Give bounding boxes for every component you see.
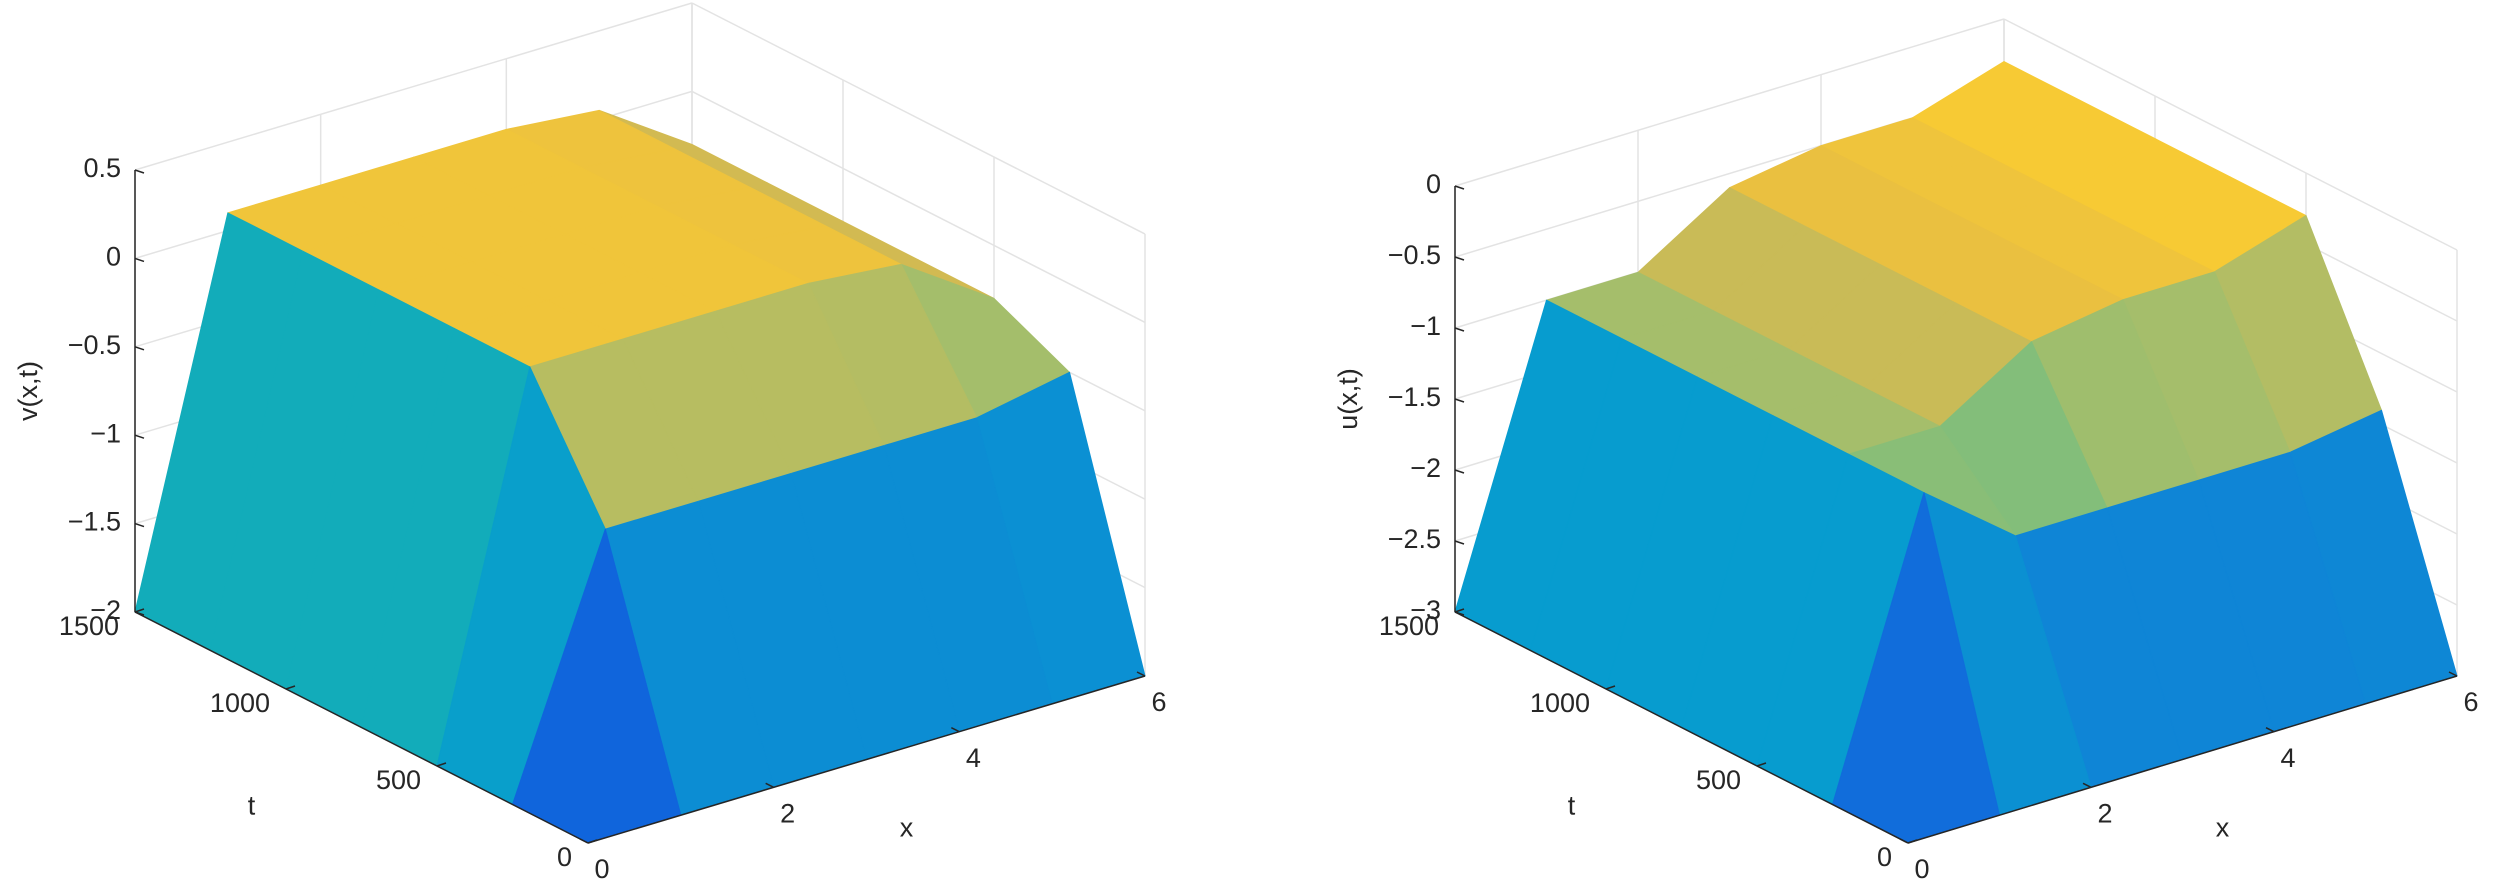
z-tick-label: 0.5 [83, 153, 121, 183]
z-tick-label: −2 [1410, 453, 1441, 483]
z-tick-label: −2.5 [1388, 524, 1441, 554]
tick-mark [285, 685, 296, 690]
tick-mark [134, 257, 145, 263]
grid-line [2003, 18, 2458, 251]
x-tick-label: 4 [966, 743, 981, 773]
y-tick-label: 1500 [1379, 611, 1439, 641]
y-tick-label: 1000 [1530, 688, 1590, 718]
x-axis-line [1907, 675, 2458, 844]
z-tick-label: −1.5 [1388, 382, 1441, 412]
tick-mark [134, 346, 145, 351]
tick-mark [2448, 671, 2458, 677]
x-tick-label: 2 [780, 798, 795, 828]
tick-mark [1756, 762, 1767, 767]
z-tick-label: 0 [106, 242, 121, 272]
x-tick-label: 2 [2097, 798, 2112, 828]
z-tick-label: 0 [1426, 169, 1441, 199]
grid-line [1454, 18, 2005, 187]
y-axis-line [1454, 611, 1909, 844]
tick-mark [1454, 185, 1465, 190]
z-tick-label: −0.5 [1388, 240, 1441, 270]
x-tick-label: 0 [594, 854, 609, 883]
x-axis-label: x [2216, 813, 2230, 843]
tick-mark [1136, 671, 1146, 677]
tick-mark [134, 611, 145, 616]
tick-mark [1907, 839, 1918, 844]
x-axis-line [587, 675, 1146, 844]
tick-mark [1454, 256, 1465, 261]
y-tick-label: 1500 [59, 611, 119, 641]
z-tick-label: −3 [1410, 595, 1441, 625]
grid-line [691, 2, 1146, 235]
z-axis-label: u(x,t) [1333, 368, 1363, 430]
tick-mark [2265, 726, 2275, 733]
tick-mark [765, 782, 775, 789]
grid-line [134, 2, 693, 171]
y-tick-label: 0 [1877, 842, 1892, 872]
tick-mark [134, 522, 145, 528]
tick-mark [436, 762, 447, 767]
y-tick-label: 500 [1696, 765, 1741, 795]
y-axis-line [134, 611, 589, 844]
tick-mark [1454, 398, 1465, 403]
tick-mark [1605, 685, 1616, 690]
x-axis-label: x [900, 813, 914, 843]
tick-mark [950, 726, 960, 733]
tick-mark [2082, 782, 2092, 789]
y-tick-label: 1000 [210, 688, 270, 718]
y-axis-label: t [1568, 791, 1576, 821]
z-axis-label: v(x,t) [13, 361, 43, 421]
chart: 0 2 4 6 0 500 1000 1500 0.5 0 −0.5 −1 −1.5 −2 x t v(x,t) [13, 2, 1167, 883]
z-tick-label: −2 [90, 595, 121, 625]
z-tick-label: −0.5 [68, 330, 121, 360]
z-tick-label: −1 [1410, 311, 1441, 341]
y-tick-label: 500 [376, 765, 421, 795]
tick-mark [587, 839, 598, 844]
tick-mark [1454, 469, 1465, 474]
tick-mark [134, 608, 145, 613]
z-tick-label: −1.5 [68, 507, 121, 537]
chart: 0 2 4 6 0 500 1000 1500 0 −0.5 −1 −1.5 −2 −2.5 −3 x t u(x… [1333, 18, 2479, 883]
tick-mark [1454, 327, 1465, 332]
y-tick-label: 0 [557, 842, 572, 872]
tick-mark [1454, 540, 1465, 545]
grid-line [691, 90, 1146, 324]
z-tick-label: −1 [90, 418, 121, 448]
x-tick-label: 0 [1914, 854, 1929, 883]
tick-mark [1454, 611, 1465, 616]
x-tick-label: 4 [2280, 743, 2295, 773]
tick-mark [134, 169, 145, 174]
tick-mark [1454, 608, 1465, 613]
tick-mark [579, 838, 589, 844]
y-axis-label: t [248, 791, 256, 821]
x-tick-label: 6 [1151, 687, 1166, 717]
x-tick-label: 6 [2463, 687, 2478, 717]
tick-mark [134, 434, 145, 439]
tick-mark [1899, 838, 1909, 844]
